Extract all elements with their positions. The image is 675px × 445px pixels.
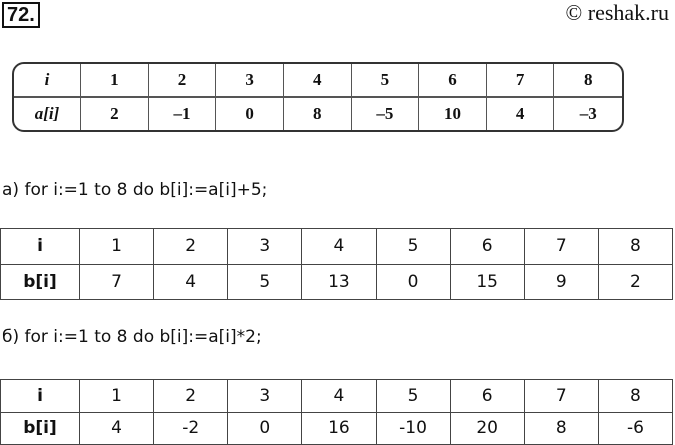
cell: 8 [284,98,352,130]
cell: –5 [352,98,420,130]
cell: -2 [153,411,229,445]
cell: 2 [597,263,674,300]
cell: 4 [301,228,377,265]
cell: 7 [523,379,599,413]
cell: 4 [283,64,352,99]
cell: 7 [486,64,555,99]
exercise-number: 72. [2,2,40,28]
cell: 3 [227,379,303,413]
cell: 3 [227,228,303,265]
cell: 3 [216,64,284,99]
cell: 2 [153,228,229,265]
cell: 15 [449,263,525,300]
cell: 5 [227,263,303,300]
part-a-code: а) for i:=1 to 8 do b[i]:=a[i]+5; [2,180,268,200]
cell: 0 [227,411,303,445]
cell: 13 [301,263,377,300]
header-cell: b[i] [0,411,80,445]
cell: 6 [449,379,525,413]
cell: 6 [419,64,487,99]
cell: 9 [523,263,599,300]
cell: 8 [597,228,674,265]
cell: 5 [375,228,451,265]
cell: 16 [301,411,377,445]
cell: 7 [78,263,155,300]
header-cell: b[i] [0,263,80,300]
cell: 4 [301,379,377,413]
table-row: b[i] 4 -2 0 16 -10 20 8 -6 [0,411,674,445]
header-cell: a[i] [14,98,81,130]
cell: 10 [419,98,487,130]
cell: 0 [216,98,284,130]
header-cell: i [0,228,80,265]
cell: 1 [78,228,155,265]
part-b-code: б) for i:=1 to 8 do b[i]:=a[i]*2; [2,327,262,347]
cell: -10 [375,411,451,445]
table-row: a[i] 2 –1 0 8 –5 10 4 –3 [14,98,622,130]
cell: 0 [375,263,451,300]
cell: 8 [554,64,622,99]
cell: 6 [449,228,525,265]
cell: 2 [153,379,229,413]
header-cell: i [14,64,81,99]
cell: 8 [597,379,674,413]
cell: 5 [375,379,451,413]
cell: 2 [81,98,149,130]
cell: 1 [81,64,149,99]
cell: -6 [597,411,674,445]
cell: 4 [153,263,229,300]
cell: 20 [449,411,525,445]
cell: 5 [351,64,420,99]
cell: –3 [579,104,597,124]
cell: 2 [148,64,217,99]
cell: 4 [487,98,555,130]
cell: –1 [149,98,217,130]
cell: 8 [523,411,599,445]
cell: 4 [78,411,155,445]
cell: 1 [78,379,155,413]
header-cell: i [0,379,80,413]
copyright: © reshak.ru [565,0,669,25]
table-row: b[i] 7 4 5 13 0 15 9 2 [0,263,674,300]
cell: 7 [523,228,599,265]
